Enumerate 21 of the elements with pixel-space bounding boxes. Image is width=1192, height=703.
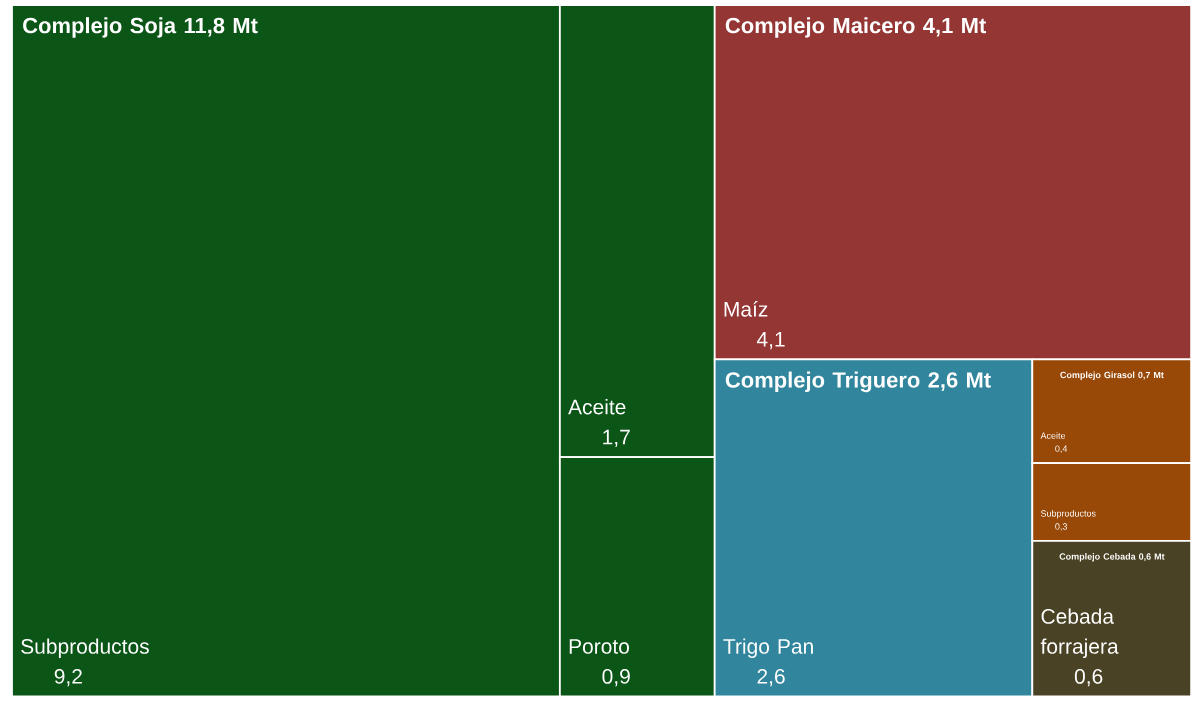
data-label: 4,1 bbox=[756, 331, 785, 349]
data-label: 2,6 bbox=[757, 668, 785, 687]
category-label: Subproductos bbox=[21, 638, 149, 658]
data-label: 0,6 bbox=[1074, 668, 1103, 687]
data-label: 0,9 bbox=[602, 668, 630, 687]
series-label: Complejo Soja 11,8 Mt bbox=[23, 16, 258, 38]
category-label: Cebada forrajera bbox=[1040, 608, 1119, 658]
category-label: Trigo Pan bbox=[723, 638, 813, 658]
category-label: Aceite bbox=[1040, 432, 1066, 439]
data-label: 0,4 bbox=[1055, 445, 1068, 453]
category-label: Poroto bbox=[569, 638, 629, 654]
data-label: 1,7 bbox=[603, 429, 630, 447]
series-label: Complejo Triguero 2,6 Mt bbox=[725, 371, 991, 392]
category-label: Subproductos bbox=[1040, 509, 1096, 519]
series-label: Complejo Cebada 0,6 Mt bbox=[1059, 552, 1165, 562]
series-label: Complejo Girasol 0,7 Mt bbox=[1060, 371, 1164, 380]
category-label: Aceite bbox=[568, 398, 626, 415]
series-label: Complejo Maicero 4,1 Mt bbox=[725, 16, 987, 38]
data-label: 9,2 bbox=[54, 668, 82, 687]
category-label: Maíz bbox=[724, 300, 768, 317]
data-label: 0,3 bbox=[1055, 523, 1068, 531]
